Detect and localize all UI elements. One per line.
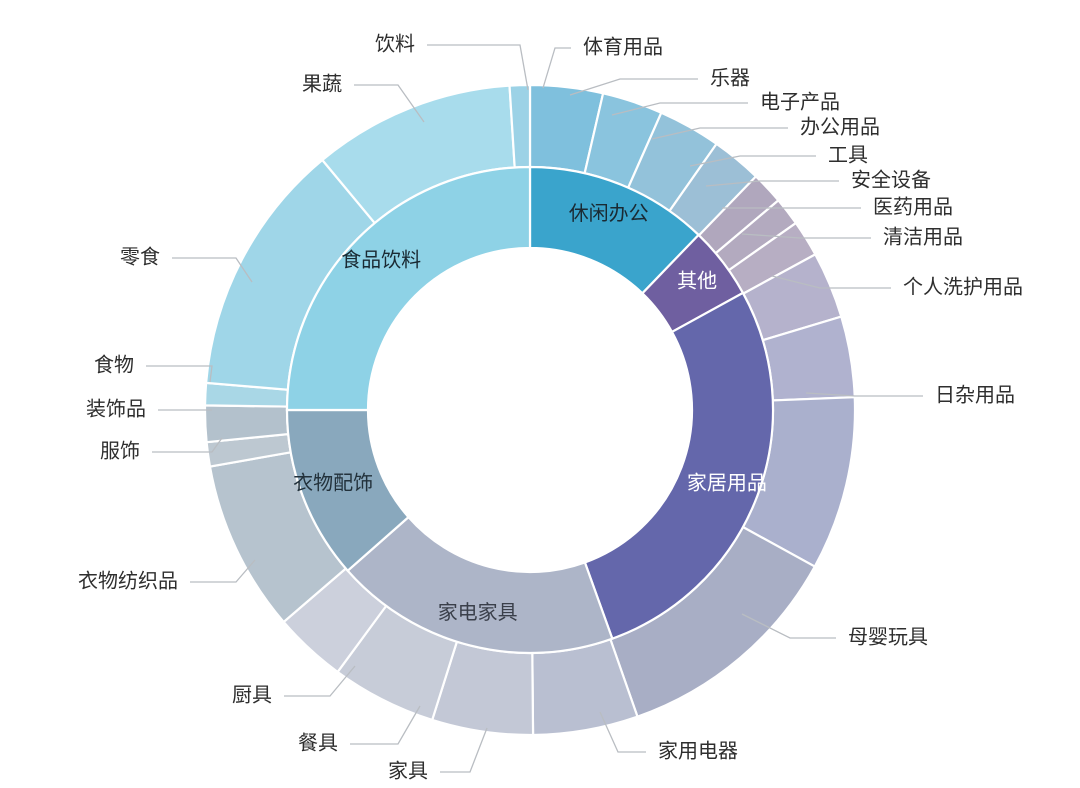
outer-segment-label-14: 餐具 <box>298 731 338 754</box>
outer-segment-label-10: 日杂用品 <box>935 383 1015 406</box>
leader-line-19 <box>146 365 213 383</box>
outer-segment-label-16: 衣物纺织品 <box>78 569 178 592</box>
outer-segment-label-2: 乐器 <box>710 66 750 89</box>
inner-segment-5[interactable]: 食品饮料 <box>285 165 532 412</box>
outer-segment-label-8: 清洁用品 <box>883 225 963 248</box>
outer-segment-label-17: 服饰 <box>100 439 140 462</box>
leader-line-3 <box>611 102 748 116</box>
leader-line-17 <box>152 437 223 453</box>
leader-line-1 <box>542 47 571 89</box>
leader-line-13 <box>440 727 488 773</box>
outer-ring-labels: 饮料 体育用品乐器电子产品办公用品工具安全设备医药用品清洁用品个人洗护用品日杂用品… <box>78 32 1023 782</box>
outer-segment-label-7: 医药用品 <box>873 195 953 218</box>
leader-line-20 <box>172 257 253 283</box>
leader-line-16 <box>190 559 256 583</box>
leader-line-0 <box>427 44 529 91</box>
outer-segment-label-13: 家具 <box>388 759 428 782</box>
outer-segment-label-19: 食物 <box>94 353 134 376</box>
leader-line-9 <box>771 275 891 289</box>
outer-segment-label-6: 安全设备 <box>851 168 931 191</box>
outer-segment-label-3: 电子产品 <box>760 90 840 113</box>
outer-segment-label-11: 母婴玩具 <box>848 626 928 648</box>
outer-segment-label-4: 办公用品 <box>800 115 880 138</box>
leader-line-12 <box>599 711 646 753</box>
outer-segment-label-9: 个人洗护用品 <box>903 275 1023 298</box>
outer-segment-label-15: 厨具 <box>232 684 272 706</box>
leader-line-2 <box>569 78 698 96</box>
leader-line-15 <box>284 665 356 697</box>
outer-segment-label-1: 体育用品 <box>583 35 663 58</box>
outer-segment-label-5: 工具 <box>828 144 868 166</box>
outer-segment-label-12: 家用电器 <box>658 739 738 762</box>
leader-line-11 <box>741 613 836 639</box>
leader-line-5 <box>689 155 816 167</box>
leader-lines <box>146 44 923 773</box>
leader-line-10 <box>805 392 923 397</box>
leader-line-14 <box>350 705 421 745</box>
leader-line-21 <box>354 84 425 123</box>
outer-segment-label-21: 果蔬 <box>302 72 342 95</box>
leader-line-4 <box>651 127 788 140</box>
inner-segment-2[interactable]: 家居用品 <box>583 291 775 641</box>
leader-line-8 <box>741 233 871 239</box>
outer-segment-label-18: 装饰品 <box>86 397 146 420</box>
outer-segment-label-20: 零食 <box>120 245 160 268</box>
outer-segment-label-0: 饮料 <box>375 32 415 55</box>
leader-line-6 <box>705 180 839 187</box>
